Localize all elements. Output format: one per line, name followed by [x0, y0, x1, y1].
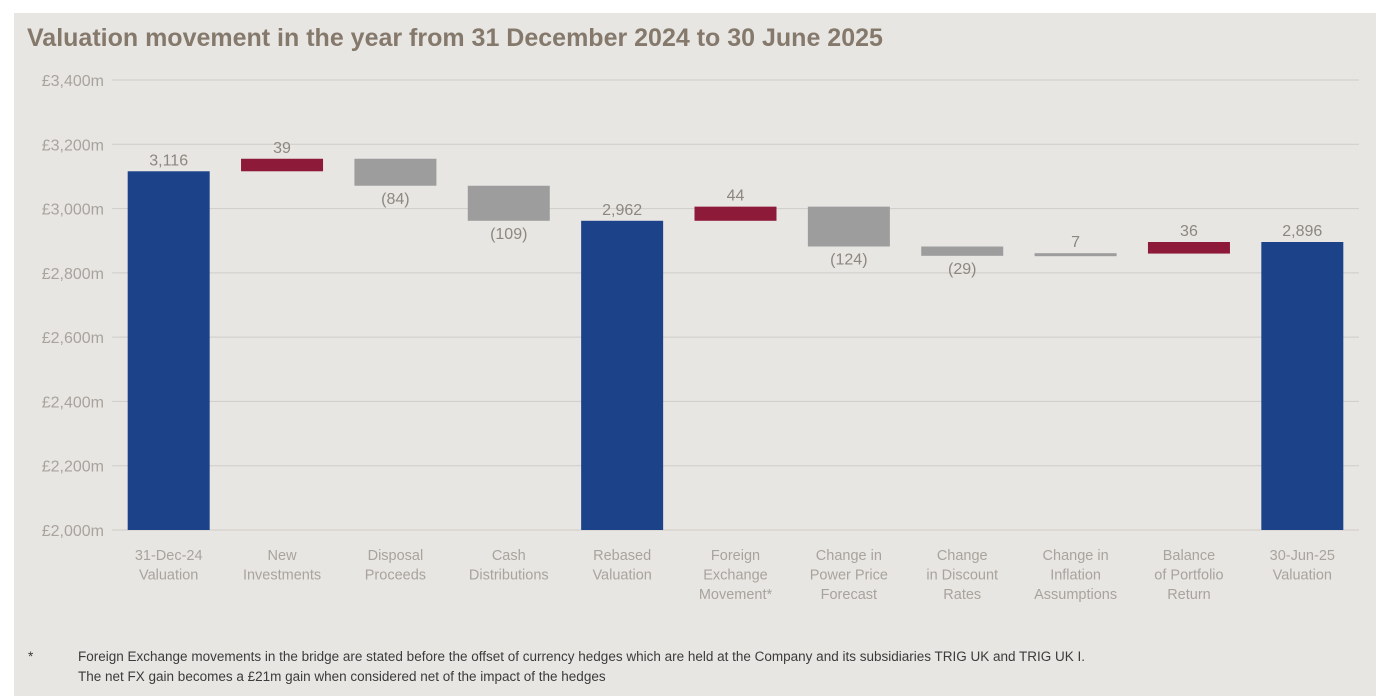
y-tick-label: £3,200m: [42, 137, 104, 154]
x-tick-label: 30-Jun-25 Valuation: [1270, 548, 1335, 584]
bar-balance-of-portfolio-return: [1147, 242, 1230, 254]
x-tick-line: Proceeds: [365, 568, 426, 584]
y-tick-label: £2,800m: [42, 266, 104, 283]
x-tick-line: 31-Dec-24: [135, 548, 203, 564]
x-tick-label: Foreign Exchange Movement*: [699, 548, 773, 603]
x-tick-label: Change in Inflation Assumptions: [1034, 548, 1117, 603]
bar-change-in-discount-rates: [921, 246, 1004, 256]
data-label: (124): [830, 252, 867, 269]
x-tick-label: Change in Discount Rates: [926, 548, 998, 603]
bar-31-dec-24-valuation: [127, 171, 210, 531]
data-label: (84): [381, 191, 409, 208]
x-tick-line: Change in: [816, 548, 882, 564]
data-label: 2,896: [1282, 223, 1322, 240]
y-tick-label: £2,200m: [42, 459, 104, 476]
bar-new-investments: [241, 158, 324, 172]
x-tick-line: in Discount: [926, 568, 998, 584]
x-tick-line: Movement*: [699, 587, 773, 603]
data-label: (29): [948, 261, 976, 278]
y-tick-label: £2,600m: [42, 330, 104, 347]
x-axis-ticks: 31-Dec-24 Valuation New Investments Disposal…: [135, 548, 1335, 603]
footnote-line: The net FX gain becomes a £21m gain when…: [78, 669, 606, 684]
bar-rebased-valuation: [581, 220, 664, 531]
footnote-line: Foreign Exchange movements in the bridge…: [78, 649, 1086, 664]
x-tick-line: Foreign: [711, 548, 760, 564]
y-axis-ticks: £2,000m £2,200m £2,400m £2,600m £2,800m £3,00…: [42, 73, 104, 540]
chart-panel: Valuation movement in the year from 31 D…: [14, 13, 1376, 696]
x-tick-line: Power Price: [810, 568, 888, 584]
bar-change-in-power-price-forecast: [807, 206, 890, 247]
chart-title: Valuation movement in the year from 31 D…: [27, 24, 883, 52]
footnote-marker: *: [28, 649, 34, 664]
x-tick-line: Return: [1167, 587, 1211, 603]
x-tick-line: Cash: [492, 548, 526, 564]
bar-foreign-exchange-movement: [694, 206, 777, 221]
x-tick-label: Disposal Proceeds: [365, 548, 426, 584]
x-tick-line: Rates: [943, 587, 981, 603]
x-tick-line: Investments: [243, 568, 321, 584]
x-tick-label: Cash Distributions: [469, 548, 549, 584]
data-label: 2,962: [602, 202, 642, 219]
x-tick-line: Valuation: [1273, 568, 1332, 584]
x-tick-label: New Investments: [243, 548, 321, 584]
x-tick-line: New: [268, 548, 298, 564]
x-tick-line: Disposal: [368, 548, 424, 564]
x-tick-line: Assumptions: [1034, 587, 1117, 603]
x-tick-line: Distributions: [469, 568, 549, 584]
x-tick-label: Balance of Portfolio Return: [1154, 548, 1223, 603]
x-tick-line: Change: [937, 548, 988, 564]
x-tick-line: Forecast: [821, 587, 877, 603]
x-tick-line: of Portfolio: [1154, 568, 1223, 584]
data-label: 44: [727, 188, 745, 205]
waterfall-chart: £2,000m £2,200m £2,400m £2,600m £2,800m £3,00…: [42, 73, 1359, 603]
x-tick-line: Valuation: [592, 568, 651, 584]
data-labels: 3,116 39 (84) (109) 2,962 44 (124) (29) 7 36 2,896: [149, 140, 1322, 278]
data-label: 36: [1180, 223, 1198, 240]
gridlines: [112, 79, 1359, 531]
data-label: (109): [490, 226, 527, 243]
x-tick-line: Change in: [1043, 548, 1109, 564]
x-tick-line: Inflation: [1050, 568, 1101, 584]
bar-cash-distributions: [467, 185, 550, 221]
bar-change-in-inflation-assumptions: [1034, 253, 1117, 257]
x-tick-label: Change in Power Price Forecast: [810, 548, 888, 603]
data-label: 3,116: [149, 152, 188, 169]
y-tick-label: £2,400m: [42, 394, 104, 411]
bars: [127, 158, 1344, 531]
x-tick-line: Balance: [1163, 548, 1215, 564]
data-label: 39: [273, 140, 291, 157]
x-tick-label: Rebased Valuation: [592, 548, 651, 584]
x-tick-line: Exchange: [703, 568, 768, 584]
data-label: 7: [1071, 234, 1080, 251]
x-tick-label: 31-Dec-24 Valuation: [135, 548, 203, 584]
bar-disposal-proceeds: [354, 158, 437, 186]
y-tick-label: £3,400m: [42, 73, 104, 90]
footnote: * Foreign Exchange movements in the brid…: [28, 647, 1358, 687]
y-tick-label: £3,000m: [42, 202, 104, 219]
bar-30-jun-25-valuation: [1261, 242, 1344, 530]
x-tick-line: Rebased: [593, 548, 651, 564]
x-tick-line: Valuation: [139, 568, 198, 584]
y-tick-label: £2,000m: [42, 523, 104, 540]
x-tick-line: 30-Jun-25: [1270, 548, 1335, 564]
